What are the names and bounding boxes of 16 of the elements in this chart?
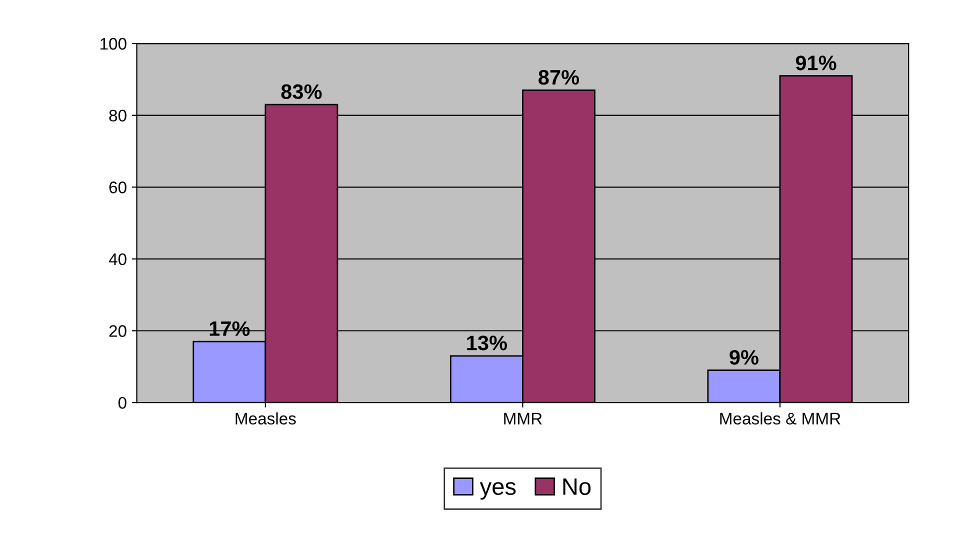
y-tick-label: 0 [118,396,126,409]
legend-label: No [563,478,591,496]
x-tick-label: MMR [504,412,542,424]
data-label: 83% [281,84,322,100]
legend-label: yes [480,482,516,500]
x-tick-label: Measles & MMR [720,412,840,425]
x-tick-label: Measles [236,412,296,425]
data-label: 87% [538,70,580,85]
data-label: 91% [796,56,836,70]
data-label: 13% [467,336,507,350]
y-tick-label: 60 [109,182,126,194]
y-tick-label: 20 [109,325,126,337]
y-tick-label: 80 [109,110,126,122]
y-tick-label: 100 [100,38,126,50]
y-tick-label: 40 [108,253,126,266]
data-label: 9% [730,350,758,365]
